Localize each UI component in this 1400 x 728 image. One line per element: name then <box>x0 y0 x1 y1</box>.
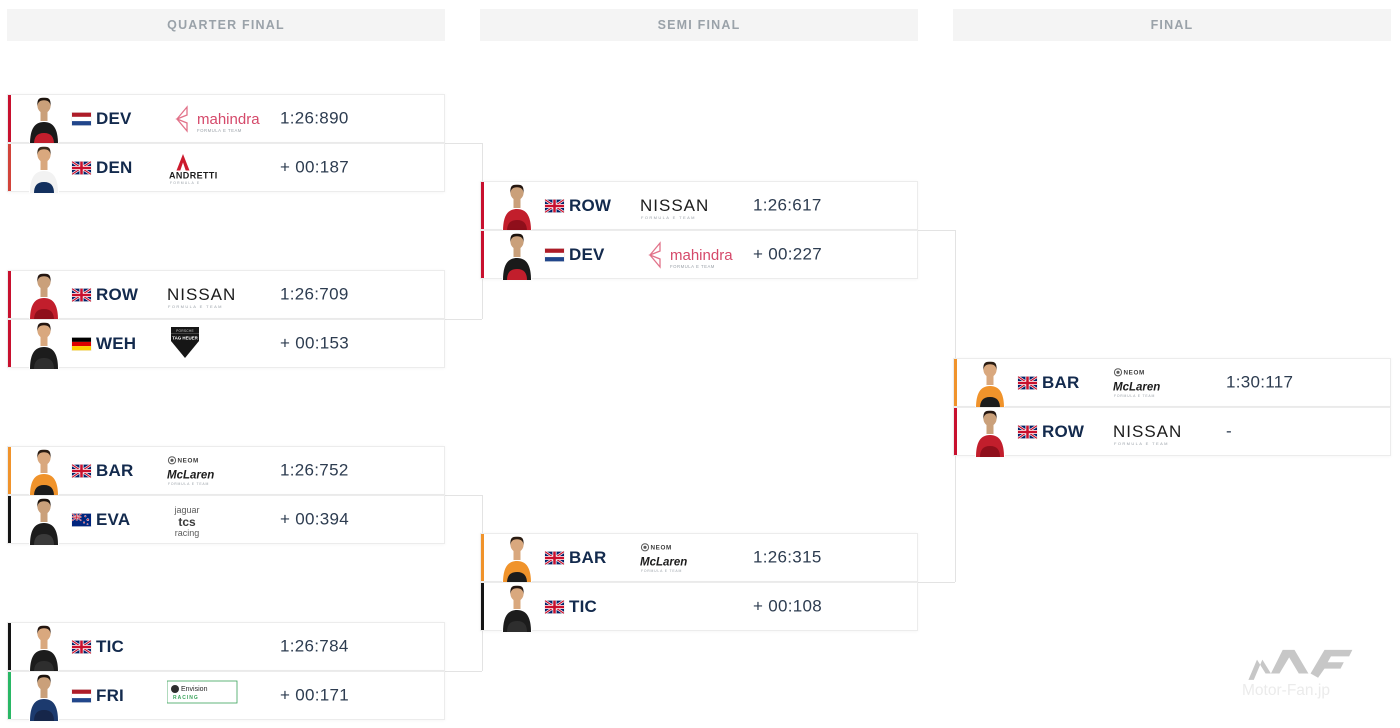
svg-text:FORMULA E TEAM: FORMULA E TEAM <box>641 569 682 573</box>
svg-text:FORMULA E TEAM: FORMULA E TEAM <box>670 264 715 269</box>
svg-text:NEOM: NEOM <box>651 544 672 551</box>
svg-text:NISSAN: NISSAN <box>1113 422 1182 441</box>
svg-text:FORMULA E TEAM: FORMULA E TEAM <box>1114 394 1155 398</box>
svg-text:FORMULA E TEAM: FORMULA E TEAM <box>168 482 209 486</box>
svg-text:McLaren: McLaren <box>640 556 687 568</box>
svg-text:FORMULA E TEAM: FORMULA E TEAM <box>168 304 223 309</box>
svg-text:FORMULA E TEAM: FORMULA E TEAM <box>641 215 696 220</box>
svg-text:NISSAN: NISSAN <box>640 196 709 215</box>
svg-text:PORSCHE: PORSCHE <box>176 329 194 333</box>
svg-text:mahindra: mahindra <box>197 111 260 128</box>
svg-text:McLaren: McLaren <box>167 469 214 481</box>
svg-text:tcs: tcs <box>178 515 196 529</box>
svg-text:Envision: Envision <box>181 686 208 693</box>
svg-text:Motor-Fan.jp: Motor-Fan.jp <box>1242 682 1330 699</box>
svg-text:NISSAN: NISSAN <box>167 285 236 304</box>
svg-text:FORMULA E TEAM: FORMULA E TEAM <box>1114 441 1169 446</box>
svg-text:RACING: RACING <box>173 695 199 701</box>
svg-text:NEOM: NEOM <box>1124 369 1145 376</box>
svg-text:NEOM: NEOM <box>178 457 199 464</box>
svg-text:jaguar: jaguar <box>173 505 199 515</box>
svg-text:TAG HEUER: TAG HEUER <box>172 335 198 340</box>
svg-text:racing: racing <box>175 528 200 538</box>
svg-text:ANDRETTI: ANDRETTI <box>169 170 218 180</box>
svg-text:FORMULA E: FORMULA E <box>170 181 200 185</box>
svg-text:FORMULA E TEAM: FORMULA E TEAM <box>197 128 242 133</box>
svg-text:mahindra: mahindra <box>670 247 733 264</box>
svg-text:McLaren: McLaren <box>1113 381 1160 393</box>
